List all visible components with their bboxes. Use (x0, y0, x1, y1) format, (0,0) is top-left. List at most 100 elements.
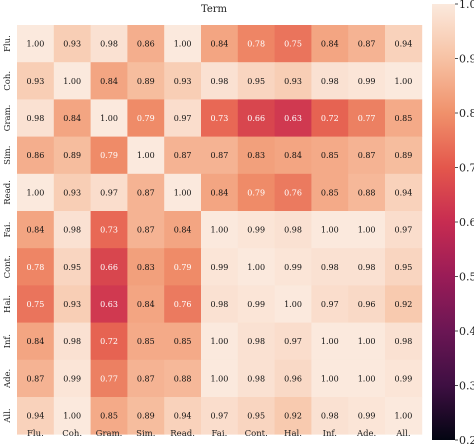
heatmap-cell (53, 25, 91, 63)
cell-value-label: 0.79 (174, 263, 192, 272)
x-tick-label: Hal. (284, 429, 302, 439)
heatmap-cell (164, 248, 202, 286)
cell-value-label: 0.63 (284, 114, 302, 123)
heatmap-cell (311, 248, 349, 286)
heatmap-cell (201, 25, 239, 63)
heatmap-cell (385, 173, 423, 212)
cell-value-label: 0.87 (137, 374, 155, 383)
cell-value-label: 1.00 (137, 151, 155, 160)
cell-value-label: 0.95 (63, 263, 81, 272)
cell-value-label: 0.95 (247, 77, 265, 86)
heatmap-cell (164, 322, 202, 361)
heatmap-cell (53, 211, 91, 249)
cell-value-label: 0.84 (100, 77, 118, 86)
heatmap-cell (201, 248, 239, 286)
cell-value-label: 0.99 (284, 263, 302, 272)
x-axis-ticks: Flu. Coh. Gram. Sim. Read. Fai. Cont. Hal. Inf. A… (27, 429, 411, 439)
y-tick-label: All. (3, 408, 13, 423)
cell-value-label: 0.98 (100, 40, 118, 49)
heatmap-cell (311, 322, 349, 361)
heatmap-cell (274, 322, 312, 361)
x-tick-label: Flu. (27, 429, 44, 439)
colorbar-ticks: 0.2 0.3 0.4 0.5 0.6 0.7 0.8 0.9 1.0 (455, 0, 474, 447)
cell-value-label: 0.97 (100, 188, 118, 197)
heatmap-cell (274, 285, 312, 323)
cell-value-label: 0.83 (137, 263, 155, 272)
cell-value-label: 0.93 (63, 188, 81, 197)
cell-value-label: 1.00 (63, 412, 81, 421)
cell-value-label: 0.98 (63, 226, 81, 235)
cell-value-label: 0.63 (100, 300, 118, 309)
cell-value-label: 1.00 (358, 374, 376, 383)
colorbar-tick-label: 0.4 (459, 325, 474, 338)
cell-value-label: 0.98 (210, 77, 228, 86)
heatmap-cell (17, 285, 55, 323)
heatmap-cell (164, 211, 202, 249)
cell-value-label: 0.83 (247, 151, 265, 160)
cell-value-label: 1.00 (26, 188, 44, 197)
cell-value-label: 0.89 (63, 151, 81, 160)
y-tick-label: Read. (3, 180, 13, 205)
cell-value-label: 0.98 (26, 114, 44, 123)
heatmap-cell (164, 359, 202, 398)
heatmap-cell (17, 397, 55, 435)
cell-value-label: 0.96 (358, 300, 376, 309)
heatmap-cell (53, 136, 91, 175)
heatmap-cell (90, 322, 128, 361)
cell-value-label: 0.87 (174, 151, 192, 160)
heatmap-cell (348, 99, 386, 137)
cell-value-label: 1.00 (358, 337, 376, 346)
cell-value-label: 0.79 (100, 151, 118, 160)
cell-value-label: 0.92 (394, 300, 412, 309)
heatmap-cell (274, 62, 312, 100)
cell-value-label: 0.66 (247, 114, 265, 123)
y-tick-label: Cont. (3, 255, 13, 278)
heatmap-cell (348, 173, 386, 212)
heatmap-cell (127, 359, 165, 398)
x-tick-label: Cont. (245, 429, 268, 439)
heatmap-cell (17, 359, 55, 398)
heatmap-cell (385, 359, 423, 398)
cell-value-label: 0.89 (137, 412, 155, 421)
cell-value-label: 0.94 (394, 40, 412, 49)
heatmap-cell (127, 62, 165, 100)
heatmap-cell (274, 397, 312, 435)
cell-value-label: 0.93 (26, 77, 44, 86)
x-tick-label: Ade. (356, 429, 376, 439)
cell-value-label: 0.97 (394, 226, 412, 235)
cell-value-label: 0.84 (284, 151, 302, 160)
heatmap-cell-labels: 1.00 0.93 0.98 0.86 1.00 0.84 0.78 0.75 0.84 0.87… (26, 40, 412, 421)
y-tick-label: Gram. (3, 105, 13, 132)
heatmap-cell (90, 285, 128, 323)
cell-value-label: 0.87 (26, 374, 44, 383)
heatmap-cell (53, 359, 91, 398)
heatmap-cell (311, 62, 349, 100)
heatmap-cells (17, 25, 423, 435)
cell-value-label: 0.93 (63, 40, 81, 49)
cell-value-label: 0.99 (210, 263, 228, 272)
heatmap-cell (385, 99, 423, 137)
cell-value-label: 0.99 (247, 300, 265, 309)
colorbar-tick-label: 0.9 (459, 53, 474, 66)
cell-value-label: 0.75 (284, 40, 302, 49)
heatmap-cell (237, 359, 275, 398)
heatmap-cell (53, 99, 91, 137)
cell-value-label: 0.96 (284, 374, 302, 383)
chart-title: Term (201, 4, 228, 15)
heatmap-cell (53, 322, 91, 361)
cell-value-label: 0.86 (26, 151, 44, 160)
cell-value-label: 0.84 (174, 226, 192, 235)
heatmap-cell (90, 99, 128, 137)
cell-value-label: 1.00 (358, 226, 376, 235)
heatmap-cell (311, 99, 349, 137)
heatmap-cell (311, 136, 349, 175)
cell-value-label: 0.86 (137, 40, 155, 49)
cell-value-label: 0.94 (174, 412, 192, 421)
cell-value-label: 0.97 (284, 337, 302, 346)
cell-value-label: 0.98 (321, 77, 339, 86)
heatmap-cell (17, 211, 55, 249)
heatmap-cell (201, 397, 239, 435)
colorbar-tick-label: 0.7 (459, 162, 474, 175)
heatmap-cell (127, 99, 165, 137)
cell-value-label: 1.00 (26, 40, 44, 49)
